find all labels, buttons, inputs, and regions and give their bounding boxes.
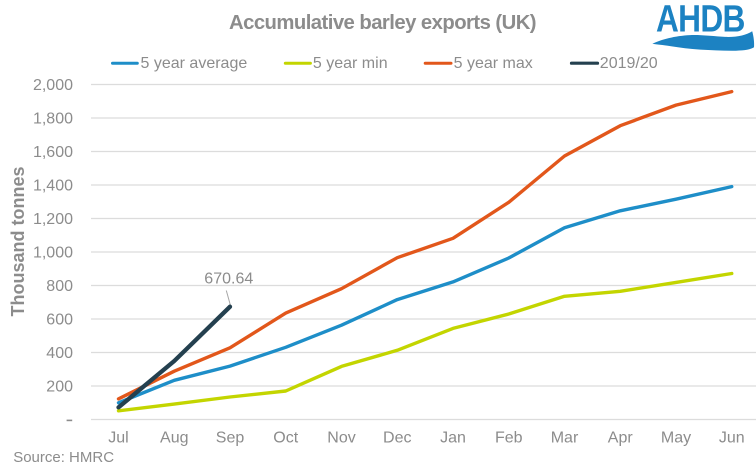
svg-text:200: 200 bbox=[46, 379, 73, 396]
svg-text:1,800: 1,800 bbox=[33, 111, 73, 128]
svg-text:Accumulative barley exports (U: Accumulative barley exports (UK) bbox=[229, 12, 536, 34]
svg-text:2019/20: 2019/20 bbox=[600, 55, 658, 72]
svg-text:Thousand tonnes: Thousand tonnes bbox=[8, 167, 28, 317]
svg-text:5 year average: 5 year average bbox=[141, 55, 248, 72]
svg-text:May: May bbox=[661, 430, 691, 447]
svg-text:5 year min: 5 year min bbox=[313, 55, 388, 72]
svg-text:400: 400 bbox=[46, 345, 73, 362]
svg-text:Aug: Aug bbox=[160, 430, 188, 447]
svg-text:800: 800 bbox=[46, 278, 73, 295]
svg-text:1,400: 1,400 bbox=[33, 178, 73, 195]
svg-text:Jun: Jun bbox=[719, 430, 745, 447]
svg-text:Apr: Apr bbox=[608, 430, 634, 447]
svg-text:Feb: Feb bbox=[495, 430, 523, 447]
svg-text:Mar: Mar bbox=[551, 430, 579, 447]
svg-text:5 year max: 5 year max bbox=[454, 55, 533, 72]
svg-text:1,600: 1,600 bbox=[33, 144, 73, 161]
svg-text:Jul: Jul bbox=[108, 430, 128, 447]
svg-text:2,000: 2,000 bbox=[33, 77, 73, 94]
svg-text:Source: HMRC: Source: HMRC bbox=[13, 449, 114, 466]
svg-text:Dec: Dec bbox=[383, 430, 411, 447]
svg-text:670.64: 670.64 bbox=[204, 271, 253, 288]
svg-text:Nov: Nov bbox=[327, 430, 355, 447]
svg-text:1,000: 1,000 bbox=[33, 245, 73, 262]
svg-text:1,200: 1,200 bbox=[33, 211, 73, 228]
svg-text:Jan: Jan bbox=[440, 430, 466, 447]
svg-text:Sep: Sep bbox=[216, 430, 245, 447]
svg-text:600: 600 bbox=[46, 312, 73, 329]
svg-text:Oct: Oct bbox=[273, 430, 298, 447]
svg-text:AHDB: AHDB bbox=[656, 0, 745, 40]
